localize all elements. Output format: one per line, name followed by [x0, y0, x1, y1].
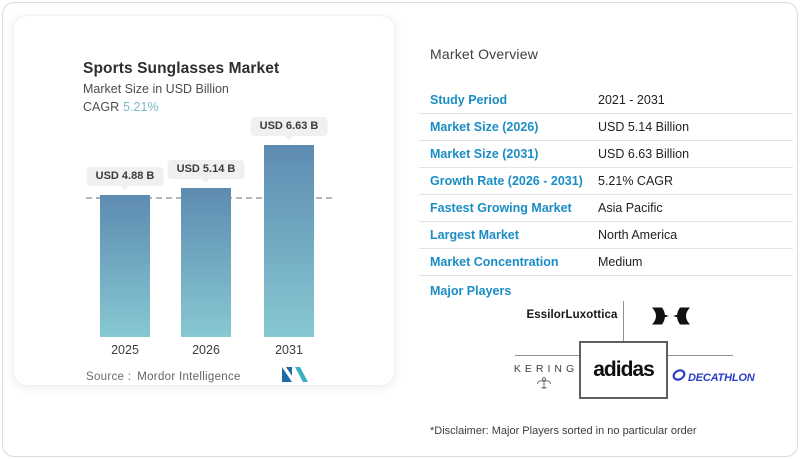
kering-owl-icon — [509, 376, 579, 396]
major-players-heading: Major Players — [430, 284, 512, 298]
row-value: 5.21% CAGR — [598, 174, 674, 188]
bar-value-label-2026: USD 5.14 B — [167, 160, 245, 183]
mordor-intelligence-logo-icon — [282, 367, 308, 387]
chart-subtitle: Market Size in USD Billion — [83, 82, 229, 96]
row-value: 2021 - 2031 — [598, 93, 665, 107]
divider-line-right — [668, 355, 733, 356]
source-attribution: Source : Mordor Intelligence — [86, 371, 241, 383]
bar-value-label-2031: USD 6.63 B — [250, 117, 328, 140]
source-label: Source : — [86, 371, 132, 383]
kering-wordmark: KERING — [513, 363, 579, 375]
row-label: Fastest Growing Market — [430, 201, 572, 215]
table-row: Growth Rate (2026 - 2031) 5.21% CAGR — [419, 168, 793, 195]
bar-rect-2025 — [100, 195, 150, 337]
market-overview-table: Study Period 2021 - 2031 Market Size (20… — [419, 87, 793, 276]
adidas-wordmark: adidas — [593, 358, 655, 381]
bar-rect-2031 — [264, 145, 314, 337]
cagr-line: CAGR 5.21% — [83, 100, 159, 114]
adidas-logo: adidas — [579, 341, 668, 399]
row-label: Growth Rate (2026 - 2031) — [430, 174, 583, 188]
cagr-value: 5.21% — [123, 100, 159, 114]
row-label: Market Size (2026) — [430, 120, 539, 134]
row-value: North America — [598, 228, 678, 242]
bar-rect-2026 — [181, 188, 231, 337]
decathlon-wordmark: DECATHLON — [688, 371, 755, 384]
table-row: Market Size (2026) USD 5.14 Billion — [419, 114, 793, 141]
row-label: Study Period — [430, 93, 508, 107]
table-row: Largest Market North America — [419, 222, 793, 249]
axis-label-2025: 2025 — [111, 343, 139, 357]
row-label: Largest Market — [430, 228, 519, 242]
table-row: Fastest Growing Market Asia Pacific — [419, 195, 793, 222]
axis-label-2031: 2031 — [275, 343, 303, 357]
market-chart-card: Sports Sunglasses Market Market Size in … — [13, 15, 395, 386]
divider-line-vertical — [623, 301, 624, 341]
cagr-label: CAGR — [83, 100, 120, 114]
row-value: USD 6.63 Billion — [598, 147, 690, 161]
table-row: Market Size (2031) USD 6.63 Billion — [419, 141, 793, 168]
market-overview-heading: Market Overview — [430, 46, 539, 62]
source-name: Mordor Intelligence — [137, 371, 241, 383]
decathlon-logo: DECATHLON — [672, 368, 755, 387]
essilorluxottica-logo: EssilorLuxottica — [526, 309, 618, 321]
table-row: Study Period 2021 - 2031 — [419, 87, 793, 114]
under-armour-icon — [652, 307, 690, 330]
row-value: Asia Pacific — [598, 201, 663, 215]
row-label: Market Concentration — [430, 255, 559, 269]
row-value: Medium — [598, 255, 643, 269]
kering-logo: KERING — [509, 363, 579, 396]
chart-title: Sports Sunglasses Market — [83, 60, 280, 77]
decathlon-orbit-icon — [672, 368, 686, 387]
divider-line-left — [515, 355, 579, 356]
row-label: Market Size (2031) — [430, 147, 539, 161]
axis-label-2026: 2026 — [192, 343, 220, 357]
row-value: USD 5.14 Billion — [598, 120, 690, 134]
table-row: Market Concentration Medium — [419, 249, 793, 276]
players-disclaimer: *Disclaimer: Major Players sorted in no … — [430, 425, 697, 437]
bar-value-label-2025: USD 4.88 B — [86, 167, 164, 190]
